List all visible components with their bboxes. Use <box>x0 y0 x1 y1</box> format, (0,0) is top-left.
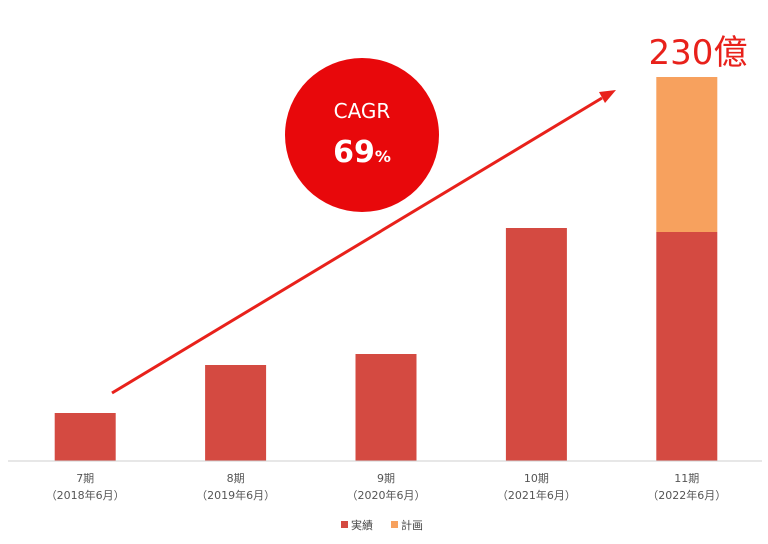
legend-swatch-2 <box>391 521 398 528</box>
cagr-value: 69% <box>333 135 391 170</box>
x-tick-label-2-line-2: （2019年6月） <box>196 488 275 502</box>
cagr-value-number: 69 <box>333 135 375 170</box>
cagr-value-unit: % <box>375 147 391 166</box>
bars-group <box>54 77 718 461</box>
x-tick-label-5-line-1: 11期 <box>674 472 699 485</box>
bar-actual-1 <box>54 413 116 461</box>
x-tick-label-3-line-1: 9期 <box>377 472 395 485</box>
legend: 実績 計画 <box>341 518 423 532</box>
legend-label-1: 実績 <box>351 518 373 532</box>
trend-arrow-head <box>599 90 616 103</box>
x-tick-labels: 7期 （2018年6月） 8期 （2019年6月） 9期 （2020年6月） 10期 （202… <box>46 472 727 502</box>
legend-swatch-1 <box>341 521 348 528</box>
x-tick-label-5-line-2: （2022年6月） <box>647 488 726 502</box>
x-tick-label-1-line-2: （2018年6月） <box>46 488 125 502</box>
bar-actual-5 <box>656 232 718 461</box>
x-tick-label-4-line-1: 10期 <box>524 472 549 485</box>
bar-actual-2 <box>205 365 267 461</box>
x-tick-label-3-line-2: （2020年6月） <box>347 488 426 502</box>
bar-plan-5 <box>656 77 718 232</box>
cagr-badge <box>285 58 439 212</box>
x-tick-label-1-line-1: 7期 <box>76 472 94 485</box>
bar-actual-3 <box>355 354 417 461</box>
cagr-title: CAGR <box>334 99 391 123</box>
bar-actual-4 <box>505 228 567 461</box>
trend-arrow-line <box>111 96 603 395</box>
x-tick-label-4-line-2: （2021年6月） <box>497 488 576 502</box>
total-label: 230億 <box>649 33 748 73</box>
x-tick-label-2-line-1: 8期 <box>227 472 245 485</box>
legend-label-2: 計画 <box>401 518 423 532</box>
